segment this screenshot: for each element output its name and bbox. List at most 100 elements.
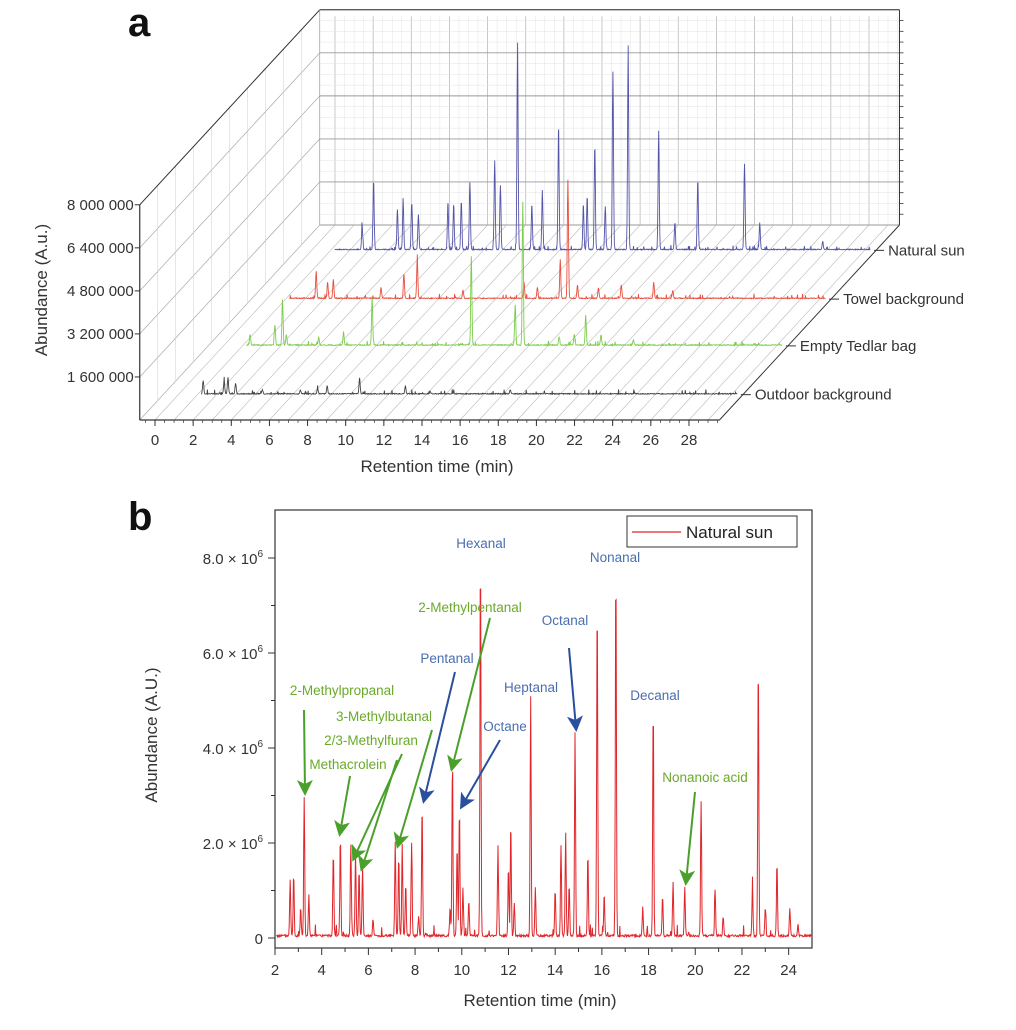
annotation-label: Octane — [483, 719, 527, 734]
annotation-label: 2-Methylpentanal — [418, 600, 522, 615]
floor-gridline — [498, 224, 679, 421]
annotation-arrow — [334, 775, 351, 837]
floor-gridline — [345, 224, 526, 421]
series-line-natural-sun — [334, 42, 871, 252]
annotation-label: Heptanal — [504, 680, 558, 695]
series-label: Outdoor background — [755, 387, 892, 404]
floor-gridline — [364, 224, 545, 421]
y-tick-label: 4.0 × 106 — [203, 739, 264, 758]
x-tick-label: 8 — [303, 432, 311, 449]
floor-gridline — [650, 224, 832, 421]
annotation-label: 2-Methylpropanal — [290, 683, 394, 698]
x-tick-label: 4 — [318, 962, 326, 979]
x-tick-label: 6 — [265, 432, 273, 449]
x-tick-label: 2 — [271, 962, 279, 979]
x-tick-label: 14 — [414, 432, 431, 449]
floor-gridline — [688, 224, 870, 421]
annotation-arrow — [447, 617, 491, 772]
legend: Natural sun — [626, 515, 798, 548]
floor-gridline — [307, 224, 488, 421]
x-tick-label: 18 — [490, 432, 507, 449]
left-top-edge — [139, 9, 321, 206]
x-tick-label: 0 — [151, 432, 159, 449]
x-tick-label: 22 — [734, 962, 751, 979]
x-tick-label: 20 — [528, 432, 545, 449]
y-tick-label: 6.0 × 106 — [203, 644, 264, 663]
annotation-label: Nonanoic acid — [662, 770, 748, 785]
panel-b-letter: b — [128, 495, 152, 539]
series-line-outdoor-background — [200, 376, 738, 396]
floor-gridline — [593, 224, 774, 421]
annotation-arrow — [460, 739, 501, 810]
floor-gridline — [707, 224, 889, 421]
y-tick-label: 0 — [255, 931, 263, 948]
y-tick-label: 2.0 × 106 — [203, 834, 264, 853]
annotation-arrow — [296, 709, 313, 796]
superscript: 6 — [257, 834, 263, 845]
floor-gridline — [231, 224, 412, 421]
x-tick-label: 28 — [681, 432, 698, 449]
x-tick-label: 24 — [780, 962, 797, 979]
x-tick-label: 2 — [189, 432, 197, 449]
y-axis-label: Abundance (A.U.) — [142, 667, 161, 802]
annotation-label: Decanal — [630, 688, 680, 703]
series-line-natural-sun — [275, 588, 812, 939]
annotation-arrow — [393, 729, 433, 849]
annotation-arrow — [566, 647, 583, 732]
series-label: Towel background — [843, 291, 964, 308]
annotation-arrow — [358, 759, 398, 872]
floor-gridline — [631, 224, 812, 421]
x-tick-label: 10 — [337, 432, 354, 449]
x-tick-label: 6 — [364, 962, 372, 979]
floor-gridline — [440, 224, 622, 421]
annotation-label: Octanal — [542, 613, 589, 628]
annotation-label: Methacrolein — [309, 757, 386, 772]
y-tick-label: 6 400 000 — [67, 240, 134, 257]
floor-gridline — [555, 224, 736, 421]
x-tick-label: 12 — [375, 432, 392, 449]
annotation-label: Nonanal — [590, 550, 640, 565]
panel-a-letter: a — [128, 1, 151, 45]
floor-gridline — [326, 224, 507, 421]
x-tick-label: 12 — [500, 962, 517, 979]
superscript: 6 — [257, 549, 263, 560]
x-tick-label: 22 — [566, 432, 583, 449]
x-tick-label: 8 — [411, 962, 419, 979]
floor-gridline — [536, 224, 717, 421]
series-line-empty-tedlar-bag — [245, 201, 783, 348]
y-tick-label: 8 000 000 — [67, 197, 134, 214]
floor-gridline — [421, 224, 603, 421]
floor-gridline — [478, 224, 660, 421]
x-tick-label: 26 — [642, 432, 659, 449]
floor-gridline — [669, 224, 851, 421]
x-tick-label: 4 — [227, 432, 235, 449]
annotation-arrow — [419, 671, 456, 804]
superscript: 6 — [257, 644, 263, 655]
x-tick-label: 14 — [547, 962, 564, 979]
series-label: Natural sun — [888, 242, 965, 259]
floor-gridline — [288, 224, 469, 421]
annotation-label: Hexanal — [456, 536, 506, 551]
annotation-label: 2/3-Methylfuran — [324, 733, 418, 748]
annotation-label: 3-Methylbutanal — [336, 709, 432, 724]
annotation-label: Pentanal — [420, 651, 473, 666]
series-line-towel-background — [289, 179, 826, 301]
y-axis-label: Abundance (A.u.) — [32, 224, 51, 356]
floor-gridline — [173, 224, 355, 421]
x-tick-label: 16 — [594, 962, 611, 979]
floor-gridline — [383, 224, 565, 421]
floor-gridline — [154, 224, 336, 421]
right-floor-edge — [719, 224, 900, 421]
floor-gridline — [269, 224, 450, 421]
y-tick-label: 4 800 000 — [67, 283, 134, 300]
floor-gridline — [250, 224, 431, 421]
plot-frame — [274, 509, 813, 949]
x-tick-label: 10 — [453, 962, 470, 979]
floor-gridline — [402, 224, 584, 421]
floor-gridline — [517, 224, 698, 421]
superscript: 6 — [257, 739, 263, 750]
floor-gridline — [612, 224, 793, 421]
